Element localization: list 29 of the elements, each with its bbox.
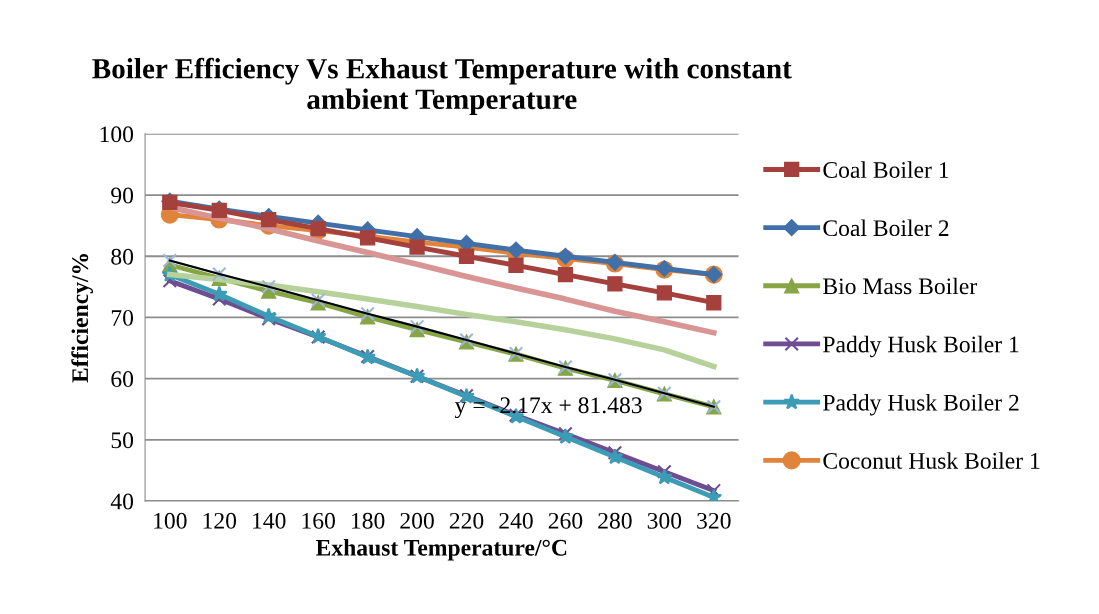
x-axis-title: Exhaust Temperature/°C [316,539,567,561]
y-tick-label: 90 [111,187,134,204]
x-tick-label: 260 [548,512,583,529]
annotation: y = -2.17x + 81.483 [454,397,642,419]
x-tick-label: 320 [697,512,731,529]
legend-label: Bio Mass Boiler [823,277,977,295]
x-tick-label: 280 [598,512,632,529]
legend-label: Coal Boiler 1 [823,161,949,178]
chart-title: Boiler Efficiency Vs Exhaust Temperature with constant ambient Temperature [92,57,792,116]
y-tick-label: 70 [111,309,134,326]
y-tick-label: 40 [110,493,134,510]
x-tick-label: 220 [449,512,484,529]
y-tick-label: 50 [111,432,134,449]
x-tick-label: 120 [203,512,237,529]
x-tick-label: 300 [647,512,682,529]
legend-label: Coconut Husk Boiler 1 [823,452,1040,469]
legend-label: Paddy Husk Boiler 2 [823,394,1019,416]
x-tick-label: 160 [302,512,335,529]
legend-label: Paddy Husk Boiler 1 [823,335,1019,358]
x-tick-label: 100 [154,512,187,529]
y-tick-label: 60 [111,371,134,388]
y-axis-title: Efficiency/% [71,254,93,383]
legend-label: Coal Boiler 2 [823,219,949,237]
x-tick-label: 240 [499,512,533,529]
y-tick-label: 100 [100,126,134,143]
x-tick-label: 140 [253,512,286,529]
y-tick-label: 80 [111,248,134,265]
x-tick-label: 180 [351,512,385,529]
x-tick-label: 200 [400,512,434,529]
